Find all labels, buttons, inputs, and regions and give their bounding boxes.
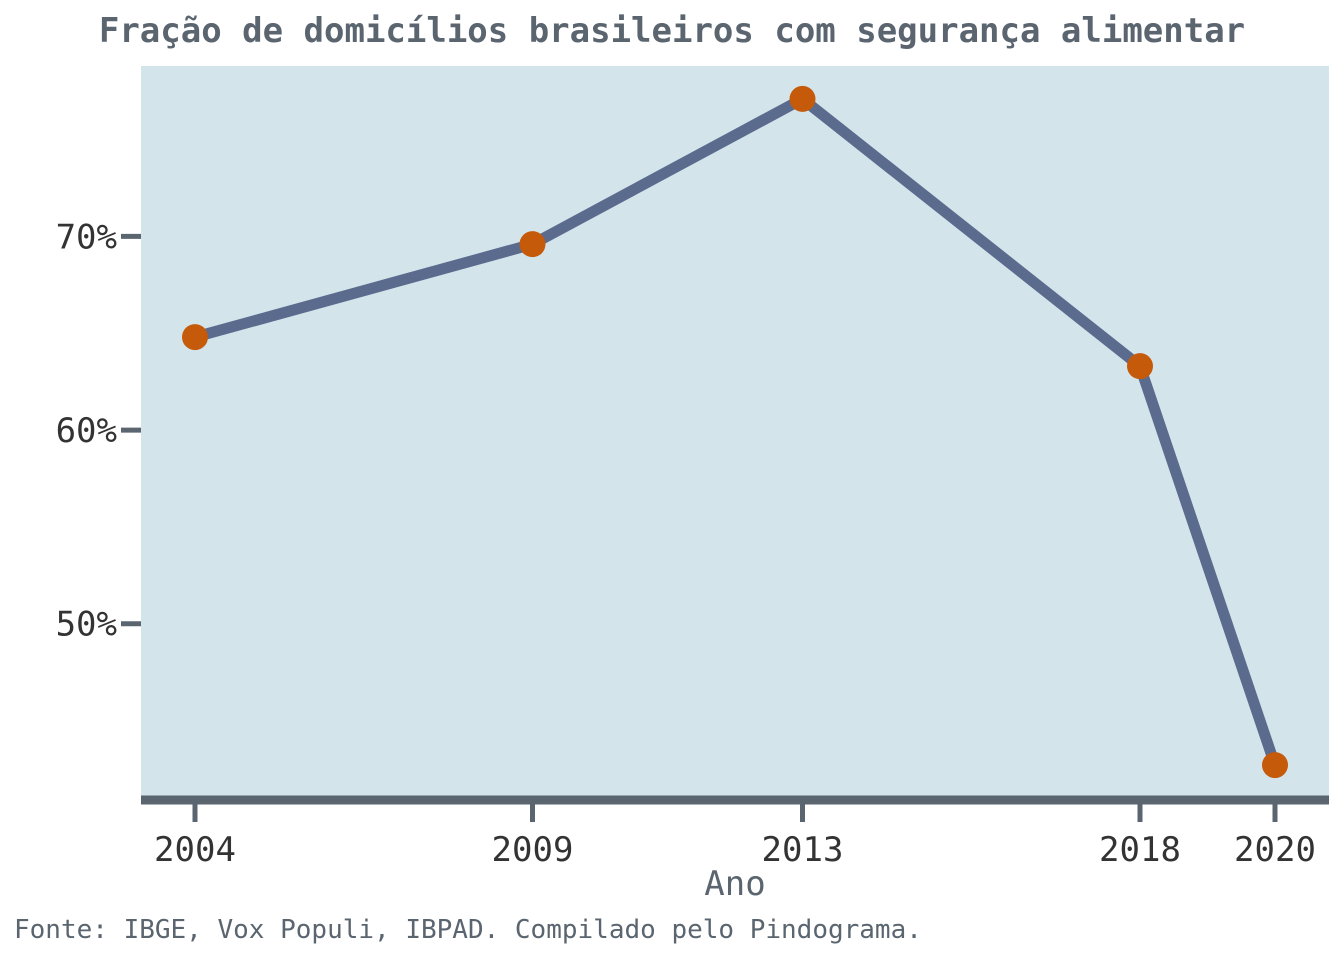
chart-title: Fração de domicílios brasileiros com seg… bbox=[99, 11, 1245, 51]
data-point bbox=[1127, 353, 1153, 380]
data-point bbox=[519, 231, 546, 258]
y-tick-label: 60% bbox=[56, 411, 117, 451]
y-tick-label: 70% bbox=[56, 217, 117, 257]
plot-background bbox=[141, 66, 1329, 798]
x-tick-label: 2020 bbox=[1234, 830, 1316, 870]
data-points bbox=[182, 85, 1288, 779]
x-tick-label: 2018 bbox=[1099, 830, 1181, 870]
x-axis: 2004 2009 2013 2018 2020 bbox=[154, 800, 1316, 870]
data-point bbox=[789, 85, 816, 112]
data-point bbox=[1262, 752, 1288, 779]
data-point bbox=[182, 324, 208, 351]
x-tick-label: 2013 bbox=[762, 830, 844, 870]
source-note: Fonte: IBGE, Vox Populi, IBPAD. Compilad… bbox=[14, 915, 922, 945]
x-tick-label: 2004 bbox=[154, 830, 236, 870]
y-axis: 50% 60% 70% bbox=[56, 217, 141, 645]
x-tick-label: 2009 bbox=[492, 830, 574, 870]
y-tick-label: 50% bbox=[56, 605, 117, 645]
x-axis-label: Ano bbox=[704, 864, 765, 904]
